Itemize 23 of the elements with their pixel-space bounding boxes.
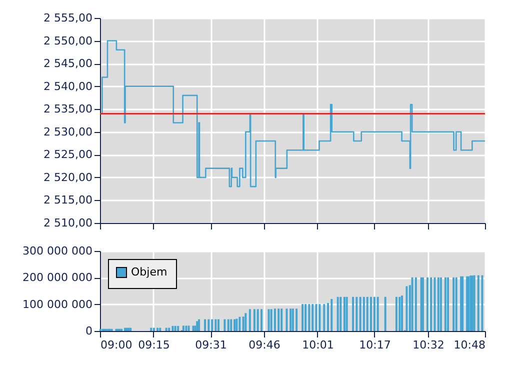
y-tick-label: 2 535,00 xyxy=(44,102,92,116)
y-tick-label: 2 550,00 xyxy=(44,34,92,48)
x-tick-label: 10:17 xyxy=(359,338,391,352)
y-tick-label: 2 525,00 xyxy=(44,148,92,162)
y-tick-label: 2 515,00 xyxy=(44,194,92,207)
y-tick-label: 0 xyxy=(86,324,92,338)
x-tick-label: 10:48 xyxy=(454,338,486,352)
y-tick-label: 100 000 000 xyxy=(22,298,92,311)
x-tick-label: 09:31 xyxy=(195,338,227,352)
y-tick-label: 300 000 000 xyxy=(22,244,92,258)
legend-label: Objem xyxy=(131,266,168,278)
x-tick-label: 10:32 xyxy=(412,338,444,352)
y-tick-label: 2 530,00 xyxy=(44,125,92,138)
y-tick-label: 2 510,00 xyxy=(44,216,92,230)
y-tick-label: 2 540,00 xyxy=(44,80,92,93)
y-tick-label: 200 000 000 xyxy=(22,271,92,284)
x-tick-label: 09:46 xyxy=(248,338,280,352)
x-tick-label: 10:01 xyxy=(302,338,334,352)
x-tick-label: 09:00 xyxy=(100,338,132,352)
y-tick-label: 2 555,00 xyxy=(44,12,92,24)
y-tick-label: 2 520,00 xyxy=(44,170,92,184)
x-tick-label: 09:15 xyxy=(138,338,170,352)
y-tick-label: 2 545,00 xyxy=(44,57,92,70)
